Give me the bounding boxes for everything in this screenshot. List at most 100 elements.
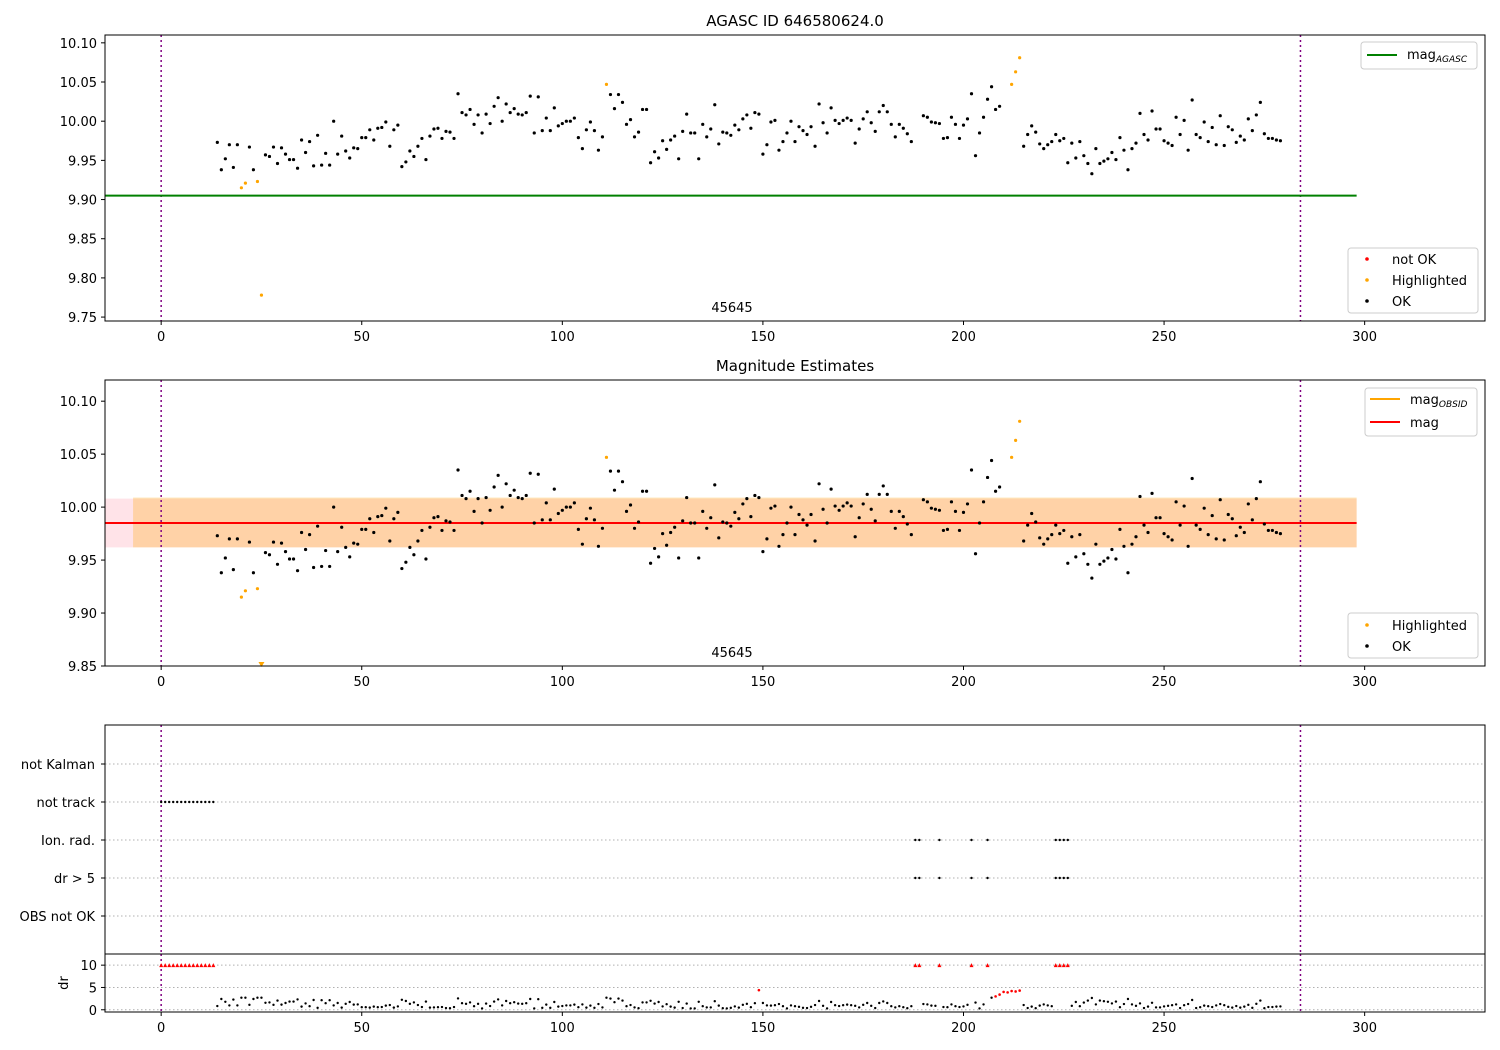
- ok-point: [560, 121, 564, 126]
- ok-point: [937, 508, 942, 512]
- ok-point: [957, 528, 962, 533]
- dr-point: [561, 1004, 564, 1008]
- ok-point: [665, 147, 669, 151]
- ok-point: [829, 487, 833, 491]
- ok-point: [965, 117, 970, 121]
- dr-point: [878, 1001, 881, 1005]
- ok-point: [989, 85, 994, 89]
- dr-point: [1243, 1005, 1246, 1008]
- dr-point: [244, 996, 247, 999]
- dr-point: [1126, 997, 1130, 1001]
- ok-point: [1106, 556, 1110, 560]
- dr-point: [1182, 1004, 1186, 1007]
- ok-point: [279, 146, 284, 150]
- y-tick-label: 9.75: [68, 311, 97, 326]
- dr-point: [685, 1002, 688, 1005]
- dr-point: [609, 997, 612, 1000]
- ok-point: [492, 104, 496, 108]
- ok-point: [568, 119, 572, 123]
- ok-point: [705, 135, 709, 139]
- ok-point: [1118, 136, 1122, 140]
- ok-point: [1082, 552, 1086, 556]
- dr-clipped-marker: [969, 963, 974, 968]
- ok-point: [1130, 147, 1134, 151]
- ok-point: [1062, 136, 1066, 141]
- ok-point: [685, 112, 689, 116]
- dr-clipped-marker: [203, 963, 208, 968]
- ok-point: [307, 533, 312, 537]
- x-tick-label: 300: [1352, 675, 1377, 690]
- y-tick-label: 9.85: [68, 233, 97, 248]
- ok-point: [484, 112, 488, 116]
- ok-point: [821, 121, 825, 125]
- dr-point: [837, 1004, 841, 1008]
- dr-clipped-marker: [1061, 963, 1066, 968]
- ok-point: [749, 515, 753, 519]
- ok-point: [356, 147, 360, 151]
- ok-point: [1066, 161, 1070, 165]
- ok-point: [324, 151, 328, 155]
- ok-point: [588, 506, 593, 510]
- ok-point: [1054, 132, 1058, 137]
- highlighted-point: [1018, 419, 1022, 423]
- dr-point: [725, 1007, 729, 1010]
- ok-point: [476, 113, 480, 117]
- ok-point: [384, 506, 388, 510]
- ok-point: [889, 509, 893, 513]
- ok-point: [312, 565, 316, 570]
- y-tick-label: 9.90: [68, 607, 97, 622]
- dr-point: [332, 1004, 335, 1007]
- ok-point: [348, 555, 352, 559]
- ok-point: [516, 495, 520, 500]
- dr-point: [472, 1005, 476, 1008]
- ok-point: [1122, 544, 1126, 548]
- dr-point: [1174, 1003, 1178, 1006]
- ok-point: [468, 107, 472, 112]
- dr-point: [1110, 1002, 1114, 1005]
- ok-point: [271, 540, 276, 544]
- ok-point: [332, 119, 336, 123]
- not-track-flag-point: [204, 800, 207, 804]
- ok-point: [364, 136, 368, 140]
- ok-point: [785, 131, 789, 135]
- ion-rad-flag-point: [918, 838, 921, 842]
- ok-point: [299, 138, 304, 142]
- ok-point: [981, 115, 986, 119]
- ok-point: [769, 120, 773, 124]
- dr-point: [545, 1003, 548, 1006]
- ok-point: [921, 114, 925, 118]
- ok-point: [404, 160, 408, 164]
- dr-point: [733, 1005, 737, 1008]
- ok-point: [488, 508, 492, 512]
- ok-point: [235, 537, 239, 541]
- ok-point: [219, 168, 223, 172]
- ok-point: [275, 161, 280, 166]
- ok-point: [612, 488, 617, 492]
- ok-point: [905, 132, 909, 136]
- dr-point: [404, 999, 408, 1003]
- ok-point: [793, 533, 797, 537]
- ok-point: [1266, 528, 1270, 533]
- dr-point: [557, 1005, 560, 1008]
- ion-rad-flag-point: [970, 838, 973, 842]
- dr-point: [372, 1005, 375, 1008]
- dr-point: [922, 1002, 925, 1006]
- ok-point: [1222, 538, 1226, 542]
- ok-point: [753, 110, 757, 115]
- dr-point: [388, 1003, 392, 1007]
- dr-clipped-marker: [183, 963, 188, 968]
- ok-point: [452, 528, 456, 533]
- y-tick-label: 5: [89, 981, 97, 996]
- ok-point: [336, 152, 340, 156]
- ok-point: [997, 485, 1002, 489]
- ok-point: [673, 134, 677, 138]
- ok-point: [897, 509, 901, 513]
- dr-panel-frame: [104, 953, 1486, 1013]
- dr-point: [288, 1000, 291, 1003]
- ok-point: [263, 551, 268, 555]
- dr-point: [396, 1005, 400, 1008]
- ok-point: [1242, 530, 1246, 535]
- ok-point: [307, 139, 312, 144]
- ok-point: [476, 497, 480, 501]
- ok-point: [773, 118, 777, 123]
